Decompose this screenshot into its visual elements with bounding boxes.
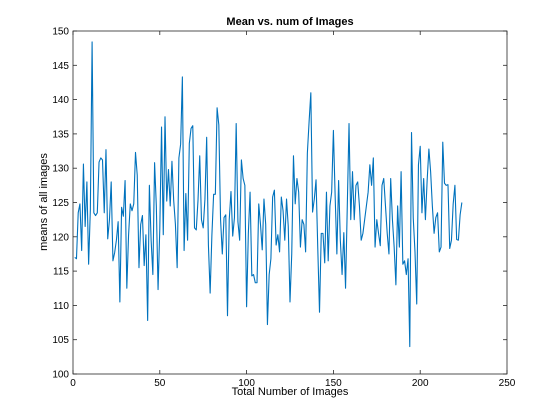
y-tick-label: 130 xyxy=(52,164,69,175)
y-tick-label: 125 xyxy=(52,198,69,209)
y-tick-label: 115 xyxy=(53,267,69,278)
axis-ticks xyxy=(72,30,508,375)
y-tick-labels: 100 105 110 115 120 125 130 135 140 145 150 xyxy=(52,27,69,381)
y-tick-label: 145 xyxy=(52,61,69,72)
x-tick-label: 250 xyxy=(499,378,516,389)
y-tick-label: 110 xyxy=(53,301,69,312)
x-tick-label: 150 xyxy=(325,378,342,389)
y-tick-label: 100 xyxy=(52,370,69,381)
chart-title: Mean vs. num of Images xyxy=(226,16,353,28)
y-axis-label: means of all images xyxy=(38,153,50,251)
x-axis-label: Total Number of Images xyxy=(232,386,349,398)
x-tick-label: 0 xyxy=(70,378,76,389)
y-tick-label: 140 xyxy=(52,95,69,106)
x-tick-label: 50 xyxy=(154,378,166,389)
y-tick-label: 105 xyxy=(52,335,69,346)
x-tick-label: 200 xyxy=(412,378,429,389)
x-tick-labels: 0 50 100 150 200 250 xyxy=(70,378,516,389)
plot-area xyxy=(72,30,508,375)
series-line xyxy=(74,41,463,348)
x-tick-label: 100 xyxy=(238,378,255,389)
y-tick-label: 120 xyxy=(52,232,69,243)
y-tick-label: 150 xyxy=(52,27,69,38)
y-tick-label: 135 xyxy=(52,129,69,140)
